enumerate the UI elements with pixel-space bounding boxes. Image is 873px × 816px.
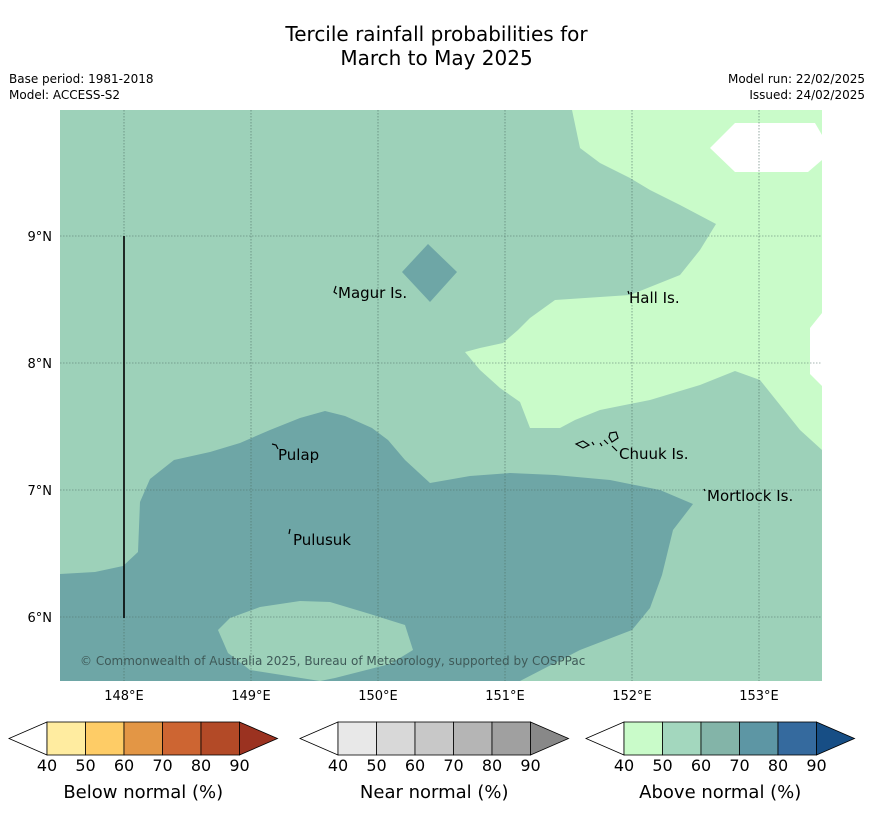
legend-tick-label: 60 xyxy=(405,756,425,775)
longitude-tick-labels: 148°E 149°E 150°E 151°E 152°E 153°E xyxy=(104,689,779,704)
legend-arrow-left xyxy=(7,721,48,756)
map-title: Tercile rainfall probabilities for March… xyxy=(0,22,873,70)
legend-near-normal: 40 50 60 70 80 90 Near normal (%) xyxy=(298,721,570,803)
legend-swatch xyxy=(491,721,531,756)
legend-swatch xyxy=(414,721,454,756)
label-pulap: Pulap xyxy=(278,446,319,464)
legend-title: Above normal (%) xyxy=(639,782,801,803)
legend-tick-label: 70 xyxy=(729,756,749,775)
legend-swatch xyxy=(623,721,663,756)
lon-tick-label: 150°E xyxy=(358,689,398,704)
legend-swatch xyxy=(200,721,240,756)
legend-arrow-right xyxy=(239,721,279,756)
legend-arrow-left xyxy=(298,721,339,756)
legend-tick-label: 70 xyxy=(443,756,463,775)
legend-swatch xyxy=(85,721,125,756)
region-above-60-70 xyxy=(60,411,693,681)
legend-swatch xyxy=(739,721,779,756)
base-period: Base period: 1981-2018 xyxy=(9,72,154,86)
chuuk-island-shape xyxy=(574,431,619,452)
pulusuk-island-shape xyxy=(288,528,291,535)
mortlock-island-shape xyxy=(703,488,706,492)
legend-tick-label: 40 xyxy=(328,756,348,775)
legend-swatch xyxy=(700,721,740,756)
legend-above-normal: 40 50 60 70 80 90 Above normal (%) xyxy=(584,721,856,803)
lon-tick-label: 148°E xyxy=(104,689,144,704)
legend-tick-label: 50 xyxy=(75,756,95,775)
legend-tick-label: 90 xyxy=(806,756,826,775)
legend-tick-label: 70 xyxy=(152,756,172,775)
legend-swatch xyxy=(777,721,817,756)
hall-island-shape xyxy=(627,290,630,295)
legend-tick-label: 80 xyxy=(768,756,788,775)
legend-title: Near normal (%) xyxy=(360,782,509,803)
issued-date: Issued: 24/02/2025 xyxy=(749,88,865,102)
lon-tick-label: 151°E xyxy=(485,689,525,704)
lat-tick-label: 9°N xyxy=(28,230,53,245)
meta-left: Base period: 1981-2018 Model: ACCESS-S2 xyxy=(9,71,154,103)
legend-title: Below normal (%) xyxy=(63,782,223,803)
latitude-tick-labels: 9°N 8°N 7°N 6°N xyxy=(28,230,53,626)
legend-tick-label: 40 xyxy=(614,756,634,775)
region-white-ne xyxy=(710,123,822,172)
label-magur: Magur Is. xyxy=(338,284,407,302)
lat-tick-label: 6°N xyxy=(28,611,53,626)
copyright-notice: © Commonwealth of Australia 2025, Bureau… xyxy=(80,654,585,668)
region-above-40-50 xyxy=(465,110,822,450)
legend-swatch xyxy=(453,721,493,756)
legend-tick-label: 80 xyxy=(482,756,502,775)
magur-island-shape xyxy=(333,285,338,295)
meta-right: Model run: 22/02/2025 Issued: 24/02/2025 xyxy=(728,71,865,103)
legend-tick-label: 90 xyxy=(229,756,249,775)
legend-arrow-right xyxy=(816,721,856,756)
label-chuuk: Chuuk Is. xyxy=(619,445,688,463)
legend-swatch xyxy=(162,721,202,756)
label-mortlock: Mortlock Is. xyxy=(707,487,793,505)
title-line-1: Tercile rainfall probabilities for xyxy=(285,22,588,46)
lat-tick-label: 7°N xyxy=(28,484,53,499)
island-outlines xyxy=(271,285,706,535)
legend-tick-label: 60 xyxy=(114,756,134,775)
region-above-60-70-patch xyxy=(402,244,457,302)
legend-swatch xyxy=(46,721,86,756)
legend-arrow-left xyxy=(584,721,625,756)
legend-below-normal: 40 50 60 70 80 90 Below normal (%) xyxy=(7,721,279,803)
map-panel: Magur Is. Hall Is. Pulap Chuuk Is. Mortl… xyxy=(60,110,822,681)
title-line-2: March to May 2025 xyxy=(340,46,533,70)
region-white-e xyxy=(810,313,822,386)
legend-swatch xyxy=(662,721,702,756)
pulap-island-shape xyxy=(271,443,279,450)
legend-tick-label: 80 xyxy=(191,756,211,775)
legend-tick-label: 90 xyxy=(520,756,540,775)
legend-swatch xyxy=(376,721,416,756)
legend-tick-label: 50 xyxy=(366,756,386,775)
region-above-50-60-pocket xyxy=(218,601,413,681)
legend-tick-label: 60 xyxy=(691,756,711,775)
model-run: Model run: 22/02/2025 xyxy=(727,72,865,86)
lon-tick-label: 149°E xyxy=(231,689,271,704)
lon-tick-label: 153°E xyxy=(739,689,779,704)
legend-arrow-right xyxy=(530,721,570,756)
lon-tick-label: 152°E xyxy=(612,689,652,704)
legend-tick-label: 50 xyxy=(652,756,672,775)
label-hall: Hall Is. xyxy=(629,289,680,307)
label-pulusuk: Pulusuk xyxy=(293,531,351,549)
model-name: Model: ACCESS-S2 xyxy=(9,88,121,102)
lat-tick-label: 8°N xyxy=(28,357,53,372)
legend-tick-label: 40 xyxy=(37,756,57,775)
legend-swatch xyxy=(337,721,377,756)
legend-swatch xyxy=(123,721,163,756)
